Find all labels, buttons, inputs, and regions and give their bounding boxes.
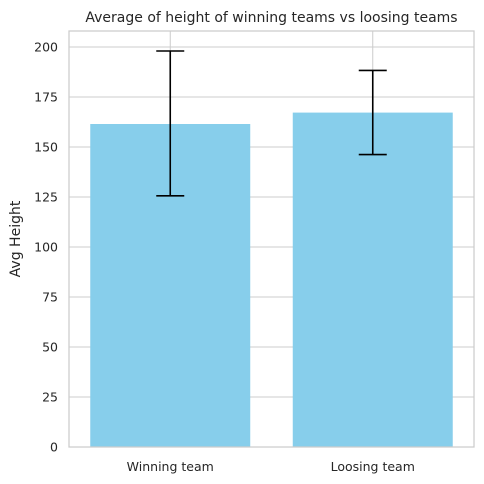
x-tick-label: Loosing team	[331, 459, 415, 474]
y-tick-label: 150	[34, 140, 58, 155]
x-tick-label: Winning team	[127, 459, 214, 474]
y-tick-label: 25	[42, 390, 58, 405]
y-tick-label: 200	[34, 40, 58, 55]
y-tick-label: 100	[34, 240, 58, 255]
y-tick-label: 50	[42, 340, 58, 355]
y-tick-label: 75	[42, 290, 58, 305]
chart-title: Average of height of winning teams vs lo…	[85, 10, 457, 26]
y-tick-label: 125	[34, 190, 58, 205]
y-tick-label: 0	[50, 440, 58, 455]
y-tick-label: 175	[34, 90, 58, 105]
bar	[293, 113, 453, 447]
y-axis-label: Avg Height	[8, 200, 24, 277]
